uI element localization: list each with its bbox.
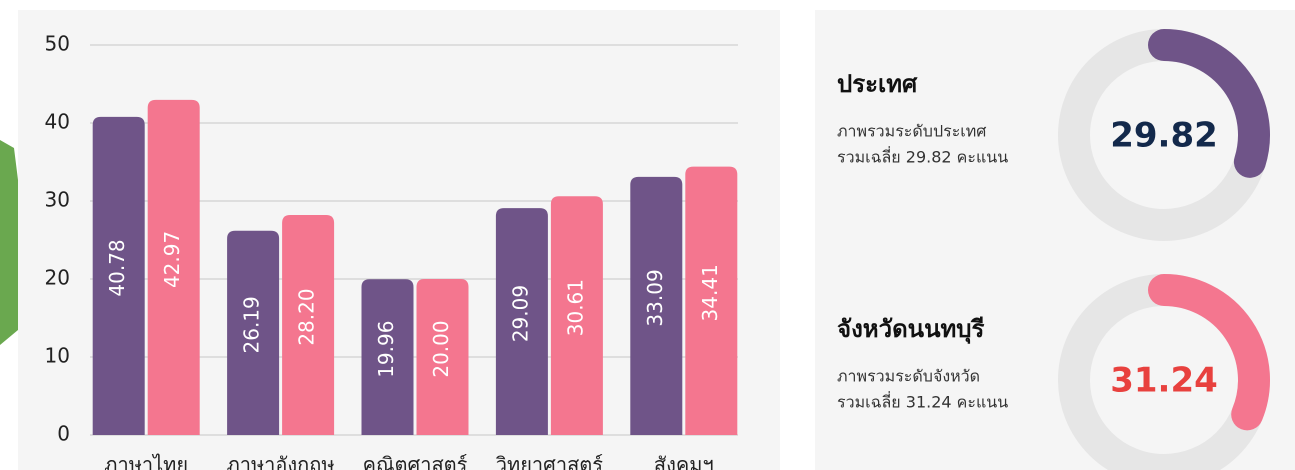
x-tick-label: วิทยาศาสตร์ <box>496 453 603 470</box>
gauge-subtitle: ภาพรวมระดับจังหวัด <box>837 367 980 386</box>
value-label: 34.41 <box>698 264 722 321</box>
bar <box>495 208 548 435</box>
bar <box>282 215 335 435</box>
x-tick-label: ภาษาอังกฤษ <box>227 453 335 470</box>
gauge-title: จังหวัดนนทบุรี <box>837 315 985 345</box>
bar <box>550 196 603 435</box>
value-label: 29.09 <box>508 285 532 342</box>
y-tick-label: 10 <box>45 344 70 368</box>
gauge-panel <box>815 10 1295 470</box>
y-tick-label: 0 <box>57 422 70 446</box>
value-label: 42.97 <box>160 231 184 288</box>
bar <box>416 279 469 435</box>
gauge-subtitle: ภาพรวมระดับประเทศ <box>837 122 986 141</box>
decoration <box>0 140 18 345</box>
value-label: 33.09 <box>643 269 667 326</box>
value-label: 20.00 <box>429 320 453 377</box>
value-label: 30.61 <box>563 279 587 336</box>
y-tick-label: 20 <box>45 266 70 290</box>
y-tick-label: 50 <box>45 32 70 56</box>
bar <box>227 230 280 435</box>
gauge-arc <box>1148 29 1270 178</box>
bar <box>147 99 200 436</box>
y-tick-label: 40 <box>45 110 70 134</box>
gauge-title: ประเทศ <box>837 70 918 98</box>
y-tick-label: 30 <box>45 188 70 212</box>
bar <box>685 166 738 436</box>
bar <box>92 116 145 435</box>
value-label: 40.78 <box>105 239 129 296</box>
x-tick-label: คณิตศาสตร์ <box>363 453 468 470</box>
gauge-arc <box>1148 274 1270 431</box>
bar <box>361 279 414 435</box>
bar <box>630 176 683 435</box>
value-label: 19.96 <box>374 321 398 378</box>
gauge-note: รวมเฉลี่ย 29.82 คะแนน <box>837 146 1008 167</box>
value-label: 28.20 <box>295 288 319 345</box>
gauge-value: 31.24 <box>1110 361 1218 401</box>
gauge-note: รวมเฉลี่ย 31.24 คะแนน <box>837 391 1008 412</box>
value-label: 26.19 <box>240 296 264 353</box>
x-tick-label: สังคมฯ <box>654 453 714 470</box>
x-tick-label: ภาษาไทย <box>104 453 188 470</box>
gauge-value: 29.82 <box>1110 116 1218 156</box>
